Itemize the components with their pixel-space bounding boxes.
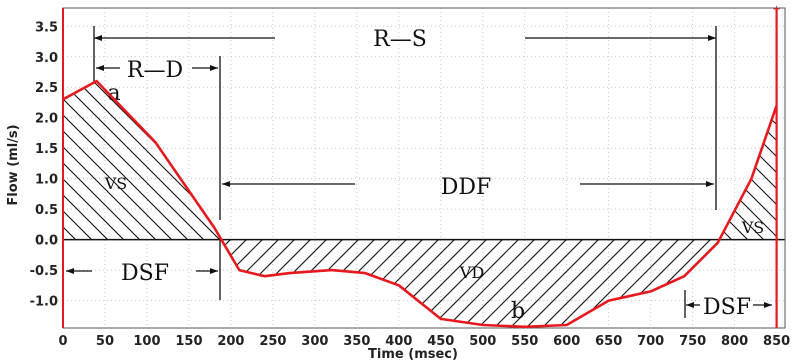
dsf-left-label: DSF xyxy=(121,261,169,286)
x-tick-label: 50 xyxy=(96,334,114,349)
x-tick-label: 550 xyxy=(511,334,538,349)
x-tick-label: 250 xyxy=(259,334,286,349)
dsf-left-arrowhead-right xyxy=(210,268,218,274)
y-tick-label: 3.0 xyxy=(35,51,58,66)
y-tick-label: 2.5 xyxy=(35,81,58,96)
x-tick-label: 150 xyxy=(175,334,202,349)
y-tick-label: 2.0 xyxy=(35,112,58,127)
vertical-marker-layer: + xyxy=(772,4,781,328)
rs-label: R—S xyxy=(373,27,427,52)
vs-left-label: VS xyxy=(104,174,128,193)
ddf-arrowhead-right xyxy=(706,181,714,187)
dsf-right-label: DSF xyxy=(703,295,751,320)
dsf-right-arrowhead-left xyxy=(686,302,694,308)
x-tick-label: 700 xyxy=(637,334,664,349)
vertical-marker-cap: + xyxy=(772,4,780,15)
y-tick-label: -1.0 xyxy=(30,295,58,310)
vs-right-label: VS xyxy=(741,218,765,237)
x-tick-label: 100 xyxy=(133,334,160,349)
rs-arrowhead-left xyxy=(94,35,102,41)
x-tick-label: 400 xyxy=(385,334,412,349)
rd-arrowhead-left xyxy=(96,65,104,71)
ddf-label: DDF xyxy=(441,175,492,200)
flow-series-line xyxy=(63,79,778,328)
dsf-left-arrowhead-left xyxy=(66,268,74,274)
vd-label: VD xyxy=(459,263,484,282)
ddf-arrowhead-left xyxy=(222,181,230,187)
x-tick-label: 750 xyxy=(679,334,706,349)
x-tick-label: 200 xyxy=(217,334,244,349)
y-tick-label: 0.0 xyxy=(35,234,58,249)
y-tick-label: 3.5 xyxy=(35,20,58,35)
x-tick-label: 0 xyxy=(58,334,67,349)
point-a-label: a xyxy=(107,81,120,106)
x-tick-label: 300 xyxy=(301,334,328,349)
dsf-right-arrowhead-right xyxy=(764,302,772,308)
x-tick-label: 350 xyxy=(343,334,370,349)
x-tick-label: 450 xyxy=(427,334,454,349)
rd-arrowhead-right xyxy=(210,65,218,71)
rs-arrowhead-right xyxy=(708,35,716,41)
x-tick-label: 500 xyxy=(469,334,496,349)
y-tick-label: -0.5 xyxy=(30,264,58,279)
y-tick-label: 0.5 xyxy=(35,203,58,218)
grid xyxy=(62,8,785,328)
dimension-annotations: R—S R—D DDF DSF DSF VS VD VS a b xyxy=(66,26,772,324)
y-tick-label: 1.5 xyxy=(35,142,58,157)
tick-labels: 0 50 100 150 200 250 300 350 400 450 500 550 600 650 7… xyxy=(30,20,791,349)
point-b-label: b xyxy=(511,299,525,324)
x-tick-label: 600 xyxy=(553,334,580,349)
x-tick-label: 800 xyxy=(721,334,748,349)
x-axis-label: Time (msec) xyxy=(368,347,458,362)
x-tick-label: 650 xyxy=(595,334,622,349)
series-layer xyxy=(63,79,778,328)
x-tick-label: 850 xyxy=(763,334,790,349)
y-axis-label: Flow (ml/s) xyxy=(6,124,21,205)
rd-label: R—D xyxy=(127,58,183,83)
y-tick-label: 1.0 xyxy=(35,173,58,188)
